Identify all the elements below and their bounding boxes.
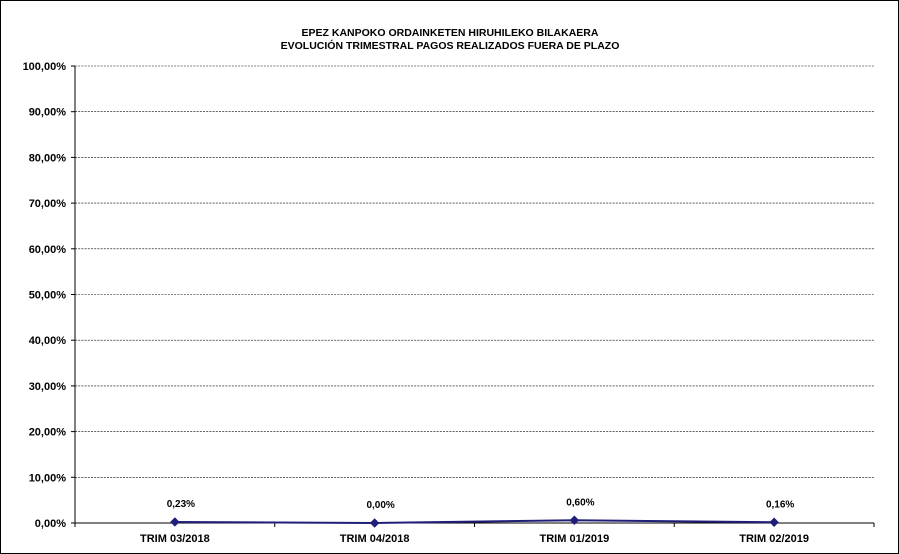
chart-title: EPEZ KANPOKO ORDAINKETEN HIRUHILEKO BILA… bbox=[302, 27, 599, 39]
gridlines bbox=[75, 65, 874, 478]
y-tick-label: 0,00% bbox=[35, 518, 66, 530]
y-tick-label: 80,00% bbox=[29, 152, 67, 164]
y-tick-label: 40,00% bbox=[29, 335, 67, 347]
y-tick-label: 10,00% bbox=[29, 472, 67, 484]
data-point-marker bbox=[369, 518, 380, 528]
x-tick-label: TRIM 01/2019 bbox=[540, 533, 610, 545]
data-label: 0,16% bbox=[766, 499, 794, 510]
y-tick-label: 100,00% bbox=[23, 61, 67, 73]
x-axis: TRIM 03/2018 TRIM 04/2018 TRIM 01/2019 TRIM… bbox=[74, 522, 875, 545]
data-label: 0,00% bbox=[366, 500, 394, 511]
x-tick-label: TRIM 03/2018 bbox=[140, 533, 210, 545]
y-tick-label: 50,00% bbox=[29, 290, 67, 302]
data-point-marker bbox=[170, 517, 180, 527]
series bbox=[170, 515, 779, 528]
data-point-marker bbox=[569, 515, 580, 525]
y-tick-label: 70,00% bbox=[29, 198, 67, 210]
x-tick-label: TRIM 02/2019 bbox=[739, 533, 809, 545]
y-tick-label: 20,00% bbox=[29, 427, 67, 439]
y-tick-label: 30,00% bbox=[29, 381, 67, 393]
series-line bbox=[174, 519, 775, 525]
y-axis: 0,00% 10,00% 20,00% 30,00% 40,00% 50,00% 60,00… bbox=[23, 61, 76, 530]
data-label: 0,23% bbox=[167, 499, 195, 510]
data-labels: 0,23% 0,00% 0,60% 0,16% bbox=[167, 497, 795, 511]
y-tick-label: 90,00% bbox=[29, 107, 67, 119]
x-tick-label: TRIM 04/2018 bbox=[340, 533, 410, 545]
chart-subtitle: EVOLUCIÓN TRIMESTRAL PAGOS REALIZADOS FU… bbox=[281, 39, 620, 52]
data-label: 0,60% bbox=[566, 497, 594, 508]
y-tick-label: 60,00% bbox=[29, 244, 67, 256]
data-point-marker bbox=[769, 517, 779, 527]
